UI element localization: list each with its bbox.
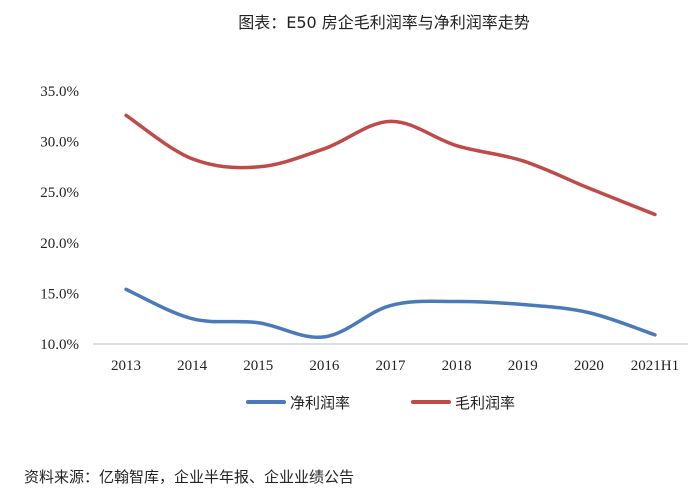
x-tick-label: 2021H1 (631, 358, 679, 374)
legend: 净利润率 毛利润率 (246, 394, 515, 412)
y-tick-label: 15.0% (40, 286, 79, 302)
legend-label: 毛利润率 (455, 394, 515, 412)
x-tick-label: 2013 (111, 358, 141, 374)
x-tick-label: 2016 (309, 358, 340, 374)
y-tick-label: 25.0% (40, 185, 79, 201)
chart-title: 图表：E50 房企毛利润率与净利润率走势 (238, 13, 530, 32)
series-line-1 (124, 113, 657, 217)
series-layer (124, 113, 657, 340)
y-tick-label: 20.0% (40, 236, 79, 252)
y-tick-label: 35.0% (40, 84, 79, 100)
y-axis: 10.0% 15.0% 20.0% 25.0% 30.0% 35.0% (40, 84, 79, 353)
x-tick-label: 2020 (574, 358, 604, 374)
series-line-0 (124, 287, 657, 340)
x-tick-label: 2017 (376, 358, 407, 374)
x-tick-label: 2015 (243, 358, 273, 374)
legend-label: 净利润率 (290, 394, 350, 412)
y-tick-label: 30.0% (40, 135, 79, 151)
x-axis: 2013 2014 2015 2016 2017 2018 2019 2020 2021H1 (111, 358, 679, 374)
x-tick-label: 2018 (442, 358, 472, 374)
x-tick-label: 2014 (177, 358, 208, 374)
y-tick-label: 10.0% (40, 337, 79, 353)
x-tick-label: 2019 (508, 358, 538, 374)
source-note: 资料来源：亿翰智库，企业半年报、企业业绩公告 (24, 468, 355, 486)
